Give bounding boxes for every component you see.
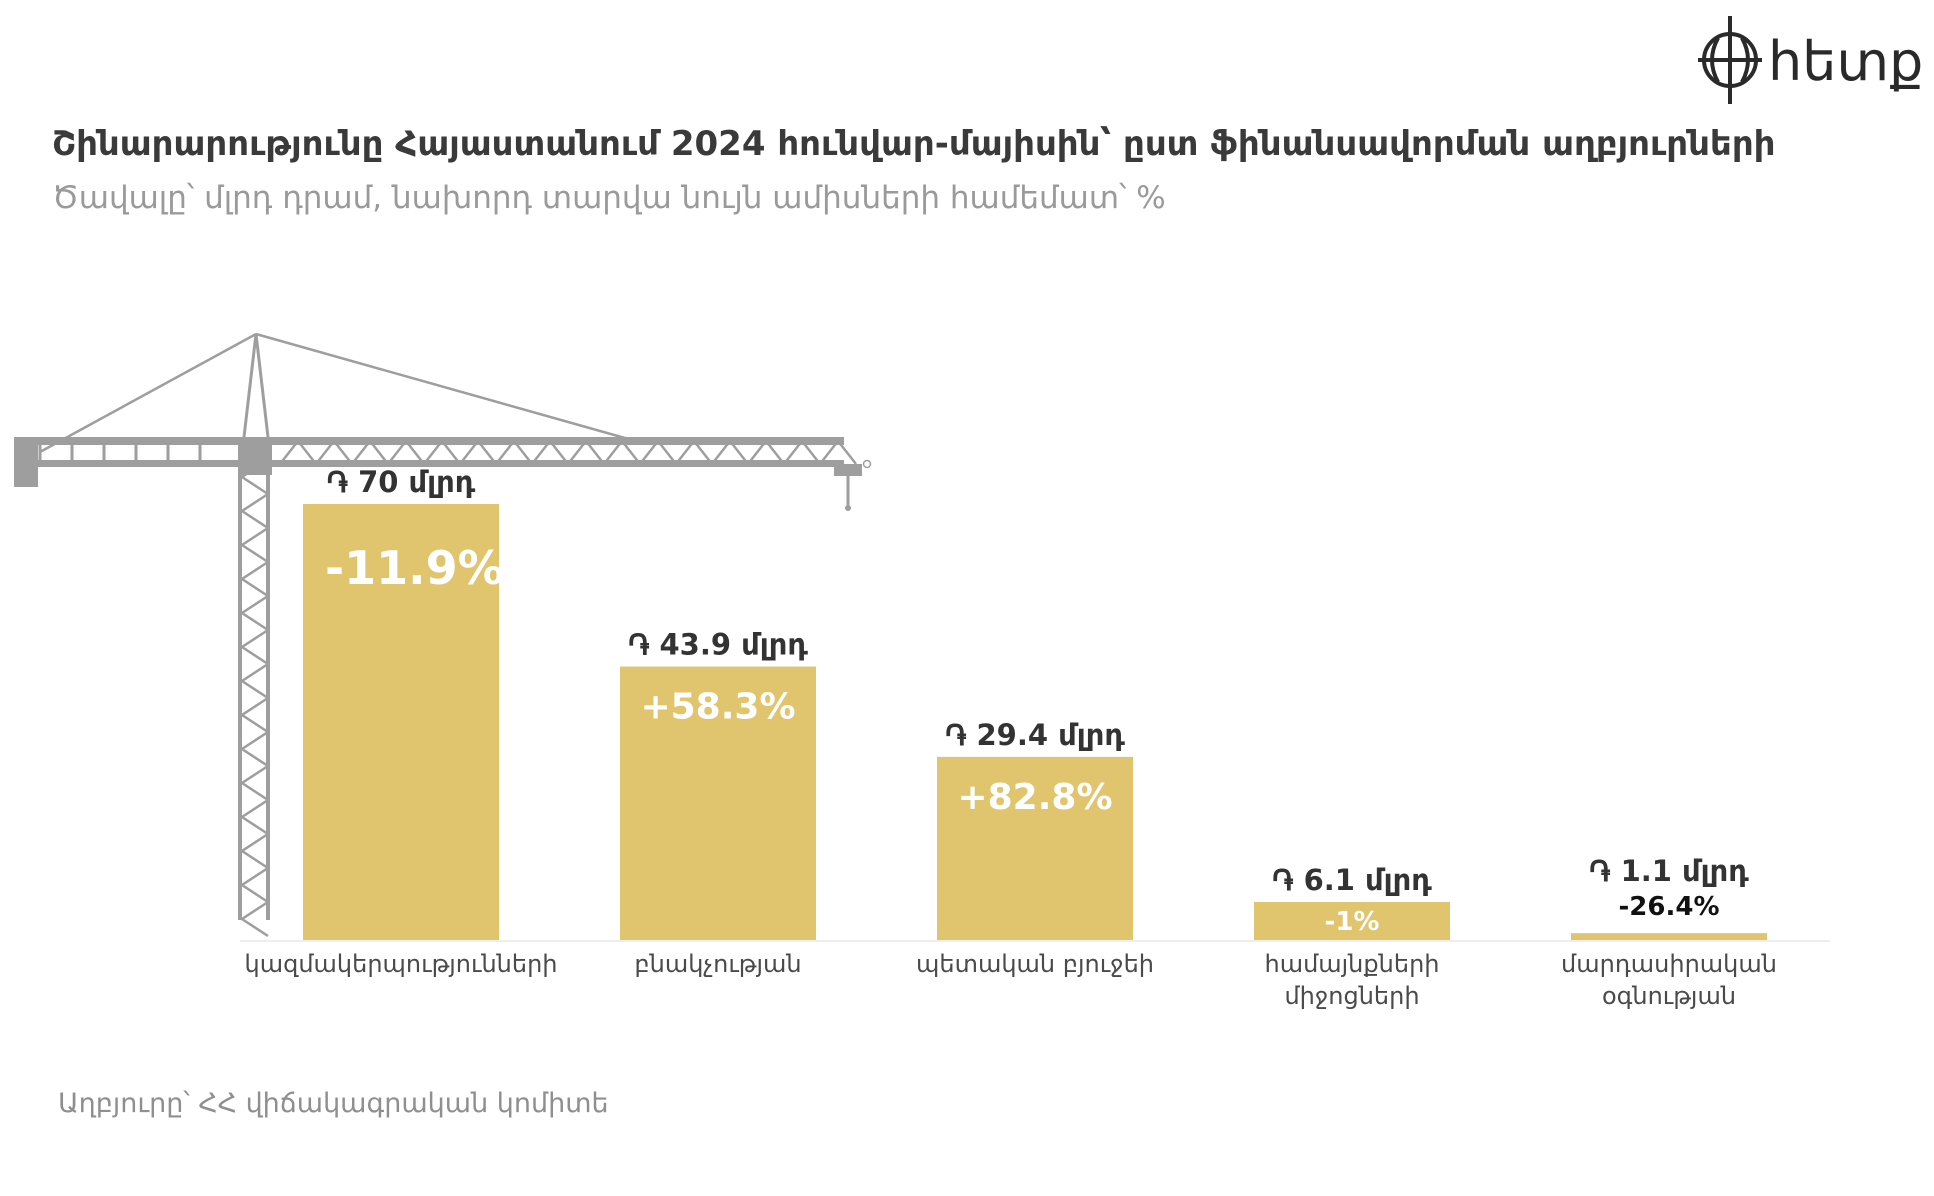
bar-value-label: ֏ 70 մլրդ [327,465,476,499]
category-label: միջոցների [1284,982,1419,1010]
crane-illustration [14,332,872,938]
bar-change-label: +82.8% [957,777,1112,818]
chart-title: Շինարարությունը Հայաստանում 2024 հունվար… [52,124,1776,164]
logo-text: hետք [1768,30,1923,93]
globe-crosshair-logo-icon [1698,16,1762,104]
category-label: պետական բյուջեի [916,950,1154,978]
bar-value-label: ֏ 43.9 մլրդ [628,628,808,662]
bar [937,756,1133,940]
bar-change-label: +58.3% [640,687,795,728]
bar [620,666,816,940]
bar [303,504,499,940]
bar-series: ֏ 70 մլրդ -11.9% կազմակերպությունների ֏ 43.… [245,465,1777,1010]
category-label: կազմակերպությունների [245,950,558,978]
category-label: բնակչության [634,950,801,978]
bar-change-label: -26.4% [1619,892,1720,922]
hetq-logo: hետք [1698,16,1923,104]
bar-value-label: ֏ 29.4 մլրդ [945,718,1125,752]
category-label: համայնքների [1264,950,1439,978]
category-label: մարդասիրական [1561,950,1777,978]
chart-subtitle: Ծավալը՝ մլրդ դրամ, նախորդ տարվա նույն ամ… [52,180,1166,216]
bar-value-label: ֏ 1.1 մլրդ [1589,854,1749,888]
category-label: օգնության [1602,982,1736,1010]
bar-value-label: ֏ 6.1 մլրդ [1272,863,1432,897]
bar [1571,933,1767,940]
bar [1254,902,1450,940]
bar-change-label: -1% [1325,907,1380,937]
bar-change-label: -11.9% [325,541,504,595]
source-note: Աղբյուրը՝ ՀՀ վիճակագրական կոմիտե [58,1088,609,1119]
